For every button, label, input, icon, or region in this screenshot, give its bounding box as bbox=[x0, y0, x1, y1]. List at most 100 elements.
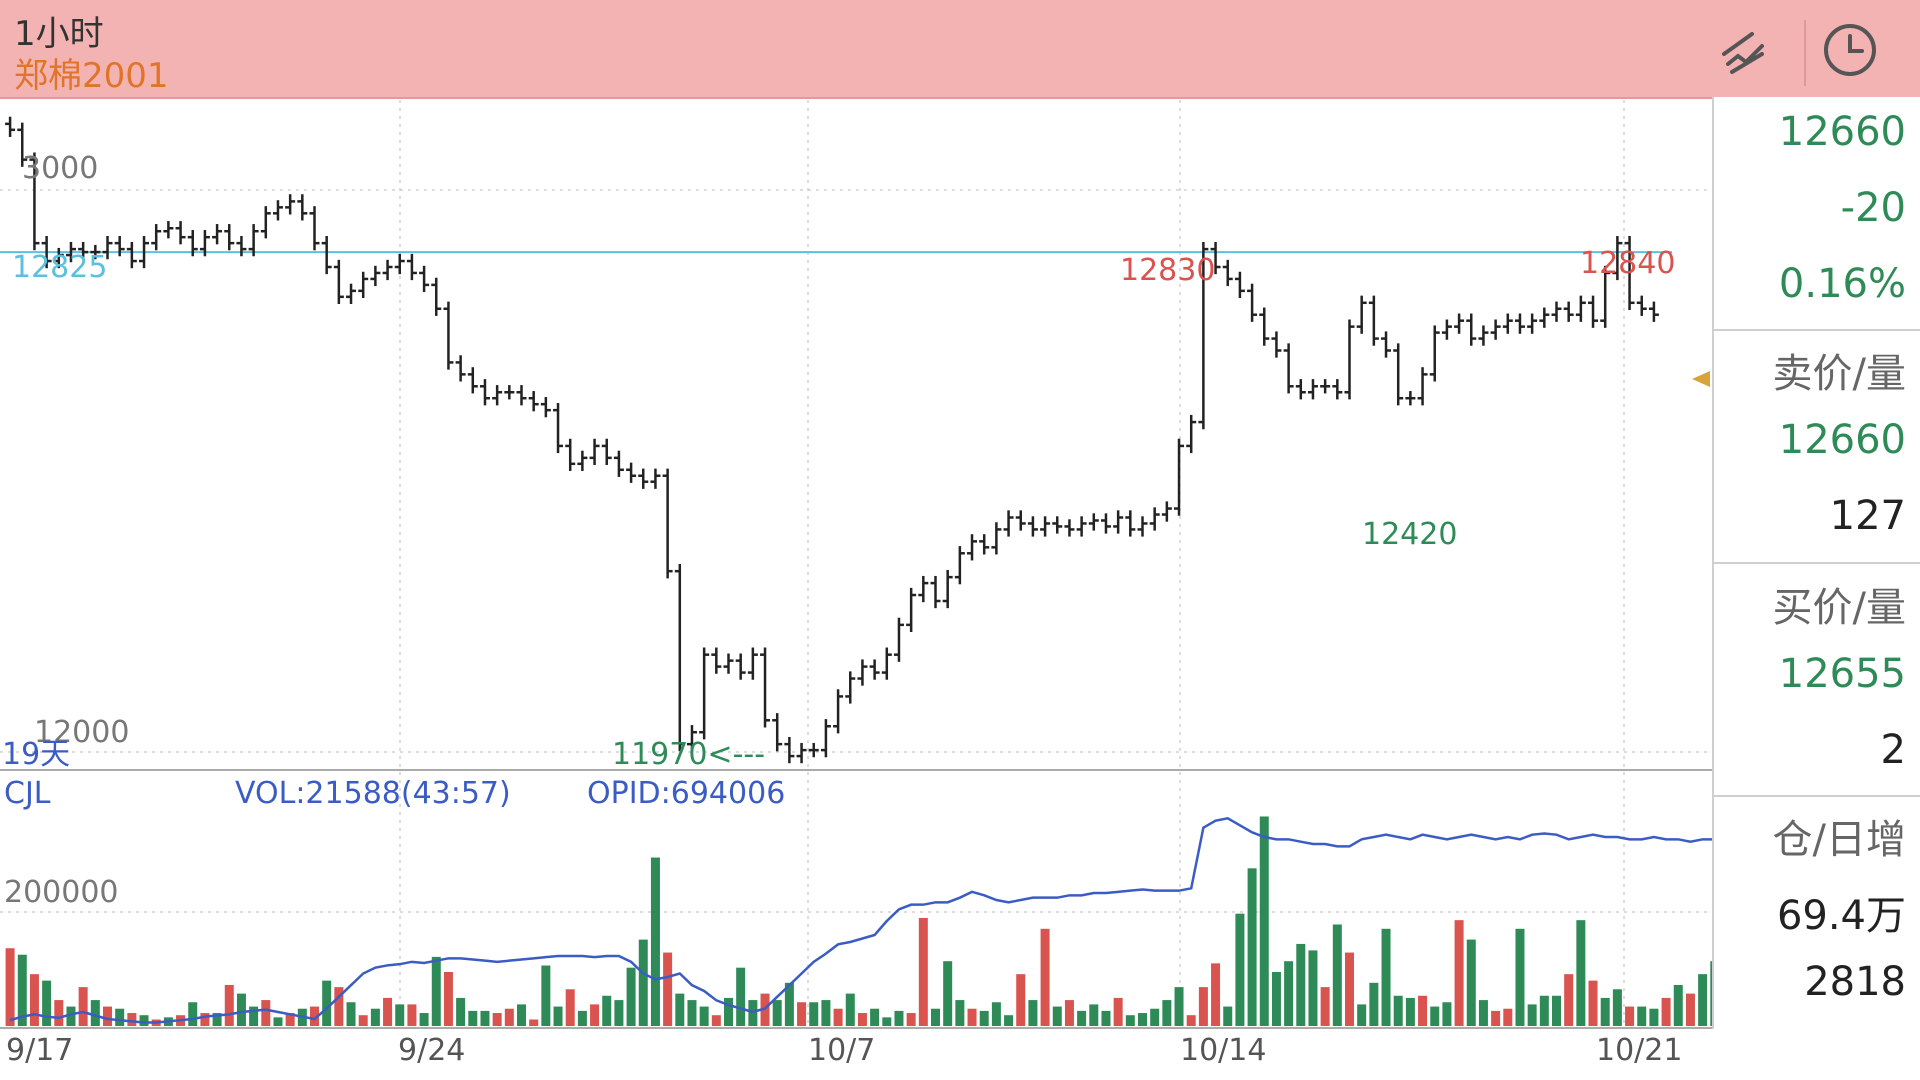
volume-bar bbox=[1064, 1000, 1074, 1026]
volume-bar bbox=[577, 1010, 587, 1026]
volume-bar bbox=[1539, 995, 1549, 1026]
volume-bar bbox=[687, 1000, 697, 1026]
open-interest-line bbox=[9, 817, 1712, 1024]
volume-bar bbox=[236, 993, 246, 1026]
volume-bar bbox=[991, 1002, 1001, 1026]
volume-bar bbox=[1478, 1000, 1488, 1026]
ask-volume: 127 bbox=[1829, 493, 1906, 539]
volume-bar bbox=[626, 967, 636, 1026]
volume-bar bbox=[127, 1013, 137, 1026]
panel-divider bbox=[1714, 795, 1920, 797]
volume-axis-label: 200000 bbox=[4, 875, 119, 910]
volume-bar bbox=[870, 1008, 880, 1026]
volume-bar bbox=[809, 1002, 819, 1026]
volume-bar bbox=[1625, 1006, 1635, 1026]
volume-bar bbox=[334, 987, 344, 1026]
low-annotation-main: 11970<--- bbox=[612, 737, 765, 772]
volume-bar bbox=[310, 1006, 319, 1026]
volume-bar bbox=[1052, 1006, 1062, 1026]
volume-bar bbox=[395, 1004, 405, 1026]
volume-bar bbox=[504, 1008, 514, 1026]
volume-bar bbox=[675, 993, 685, 1026]
volume-bar bbox=[1710, 961, 1712, 1026]
volume-bar bbox=[358, 1015, 368, 1026]
volume-bar bbox=[906, 1013, 916, 1026]
volume-bar bbox=[845, 993, 855, 1026]
volume-bar bbox=[1405, 997, 1415, 1026]
period-label[interactable]: 1小时 bbox=[14, 14, 104, 54]
bid-title: 买价/量 bbox=[1772, 585, 1906, 631]
grid-lines bbox=[0, 100, 1712, 1029]
volume-bar bbox=[1125, 1015, 1135, 1026]
volume-bar bbox=[115, 1008, 125, 1026]
volume-bar bbox=[1430, 1006, 1440, 1026]
volume-bar bbox=[541, 965, 551, 1026]
volume-bar bbox=[1345, 952, 1354, 1026]
volume-bar bbox=[1612, 989, 1622, 1026]
volume-bar bbox=[261, 1000, 271, 1026]
current-price-marker bbox=[1692, 371, 1710, 387]
open-interest-change: 2818 bbox=[1804, 959, 1906, 1005]
bid-volume: 2 bbox=[1880, 727, 1906, 773]
volume-bar bbox=[1576, 920, 1586, 1026]
volume-bar bbox=[1028, 1000, 1038, 1026]
volume-bar bbox=[1332, 924, 1342, 1026]
volume-bar bbox=[66, 1006, 76, 1026]
panel-divider bbox=[1714, 329, 1920, 331]
volume-bar bbox=[772, 1000, 782, 1026]
price-axis-upper-label: 3000 bbox=[22, 151, 98, 186]
volume-bar bbox=[1661, 997, 1671, 1026]
open-interest-title: 仓/日增 bbox=[1772, 817, 1906, 863]
ask-price: 12660 bbox=[1778, 417, 1906, 463]
x-label-0: 9/17 bbox=[6, 1033, 73, 1068]
price-volume-chart[interactable]: 3000 12825 12000 19天 12830 12840 12420 1… bbox=[0, 0, 1712, 1080]
volume-bar bbox=[614, 1000, 624, 1026]
volume-bar bbox=[931, 1008, 940, 1026]
volume-bar bbox=[590, 1004, 600, 1026]
volume-bar bbox=[1320, 987, 1330, 1026]
volume-bar bbox=[1259, 816, 1269, 1026]
volume-bar bbox=[90, 1000, 100, 1026]
volume-bar bbox=[784, 982, 794, 1026]
volume-bar bbox=[103, 1006, 112, 1026]
price-change: -20 bbox=[1840, 185, 1906, 231]
volume-bar bbox=[370, 1008, 380, 1026]
volume-bar bbox=[285, 1013, 295, 1026]
volume-bar bbox=[1527, 1004, 1537, 1026]
open-interest-label: OPID:694006 bbox=[587, 776, 785, 811]
volume-bar bbox=[1381, 928, 1391, 1026]
volume-bar bbox=[1247, 868, 1257, 1026]
line-indicator-icon[interactable] bbox=[1712, 18, 1776, 82]
volume-bar bbox=[224, 984, 234, 1026]
price-change-pct: 0.16% bbox=[1778, 261, 1906, 307]
volume-bar bbox=[1552, 995, 1561, 1026]
chart-header: 1小时 郑棉2001 bbox=[0, 0, 1920, 99]
volume-bar bbox=[1198, 987, 1208, 1026]
range-days-label: 19天 bbox=[2, 737, 70, 772]
volume-bar bbox=[699, 1006, 709, 1026]
volume-bar bbox=[736, 967, 746, 1026]
volume-bar bbox=[1016, 974, 1026, 1026]
volume-bar bbox=[1685, 993, 1695, 1026]
volume-bar bbox=[249, 1006, 259, 1026]
clock-icon[interactable] bbox=[1818, 18, 1882, 82]
volume-bar bbox=[1564, 974, 1574, 1026]
volume-bar bbox=[468, 1010, 478, 1026]
symbol-label[interactable]: 郑棉2001 bbox=[14, 56, 169, 96]
cjl-label: CJL bbox=[4, 776, 51, 811]
volume-bar bbox=[431, 956, 441, 1026]
volume-bar bbox=[54, 1000, 64, 1026]
volume-bar bbox=[955, 1000, 965, 1026]
low-annotation-mid: 12420 bbox=[1362, 517, 1457, 552]
volume-bar bbox=[1040, 928, 1050, 1026]
volume-bar bbox=[5, 948, 15, 1026]
volume-bar bbox=[29, 974, 39, 1026]
volume-bar bbox=[565, 989, 575, 1026]
volume-bar bbox=[918, 918, 928, 1026]
volume-bar bbox=[346, 1002, 356, 1026]
volume-bar bbox=[492, 1013, 502, 1026]
volume-bar bbox=[1077, 1010, 1087, 1026]
volume-bar bbox=[833, 1008, 843, 1026]
volume-bar bbox=[1186, 1015, 1196, 1026]
volume-bar bbox=[200, 1013, 210, 1026]
